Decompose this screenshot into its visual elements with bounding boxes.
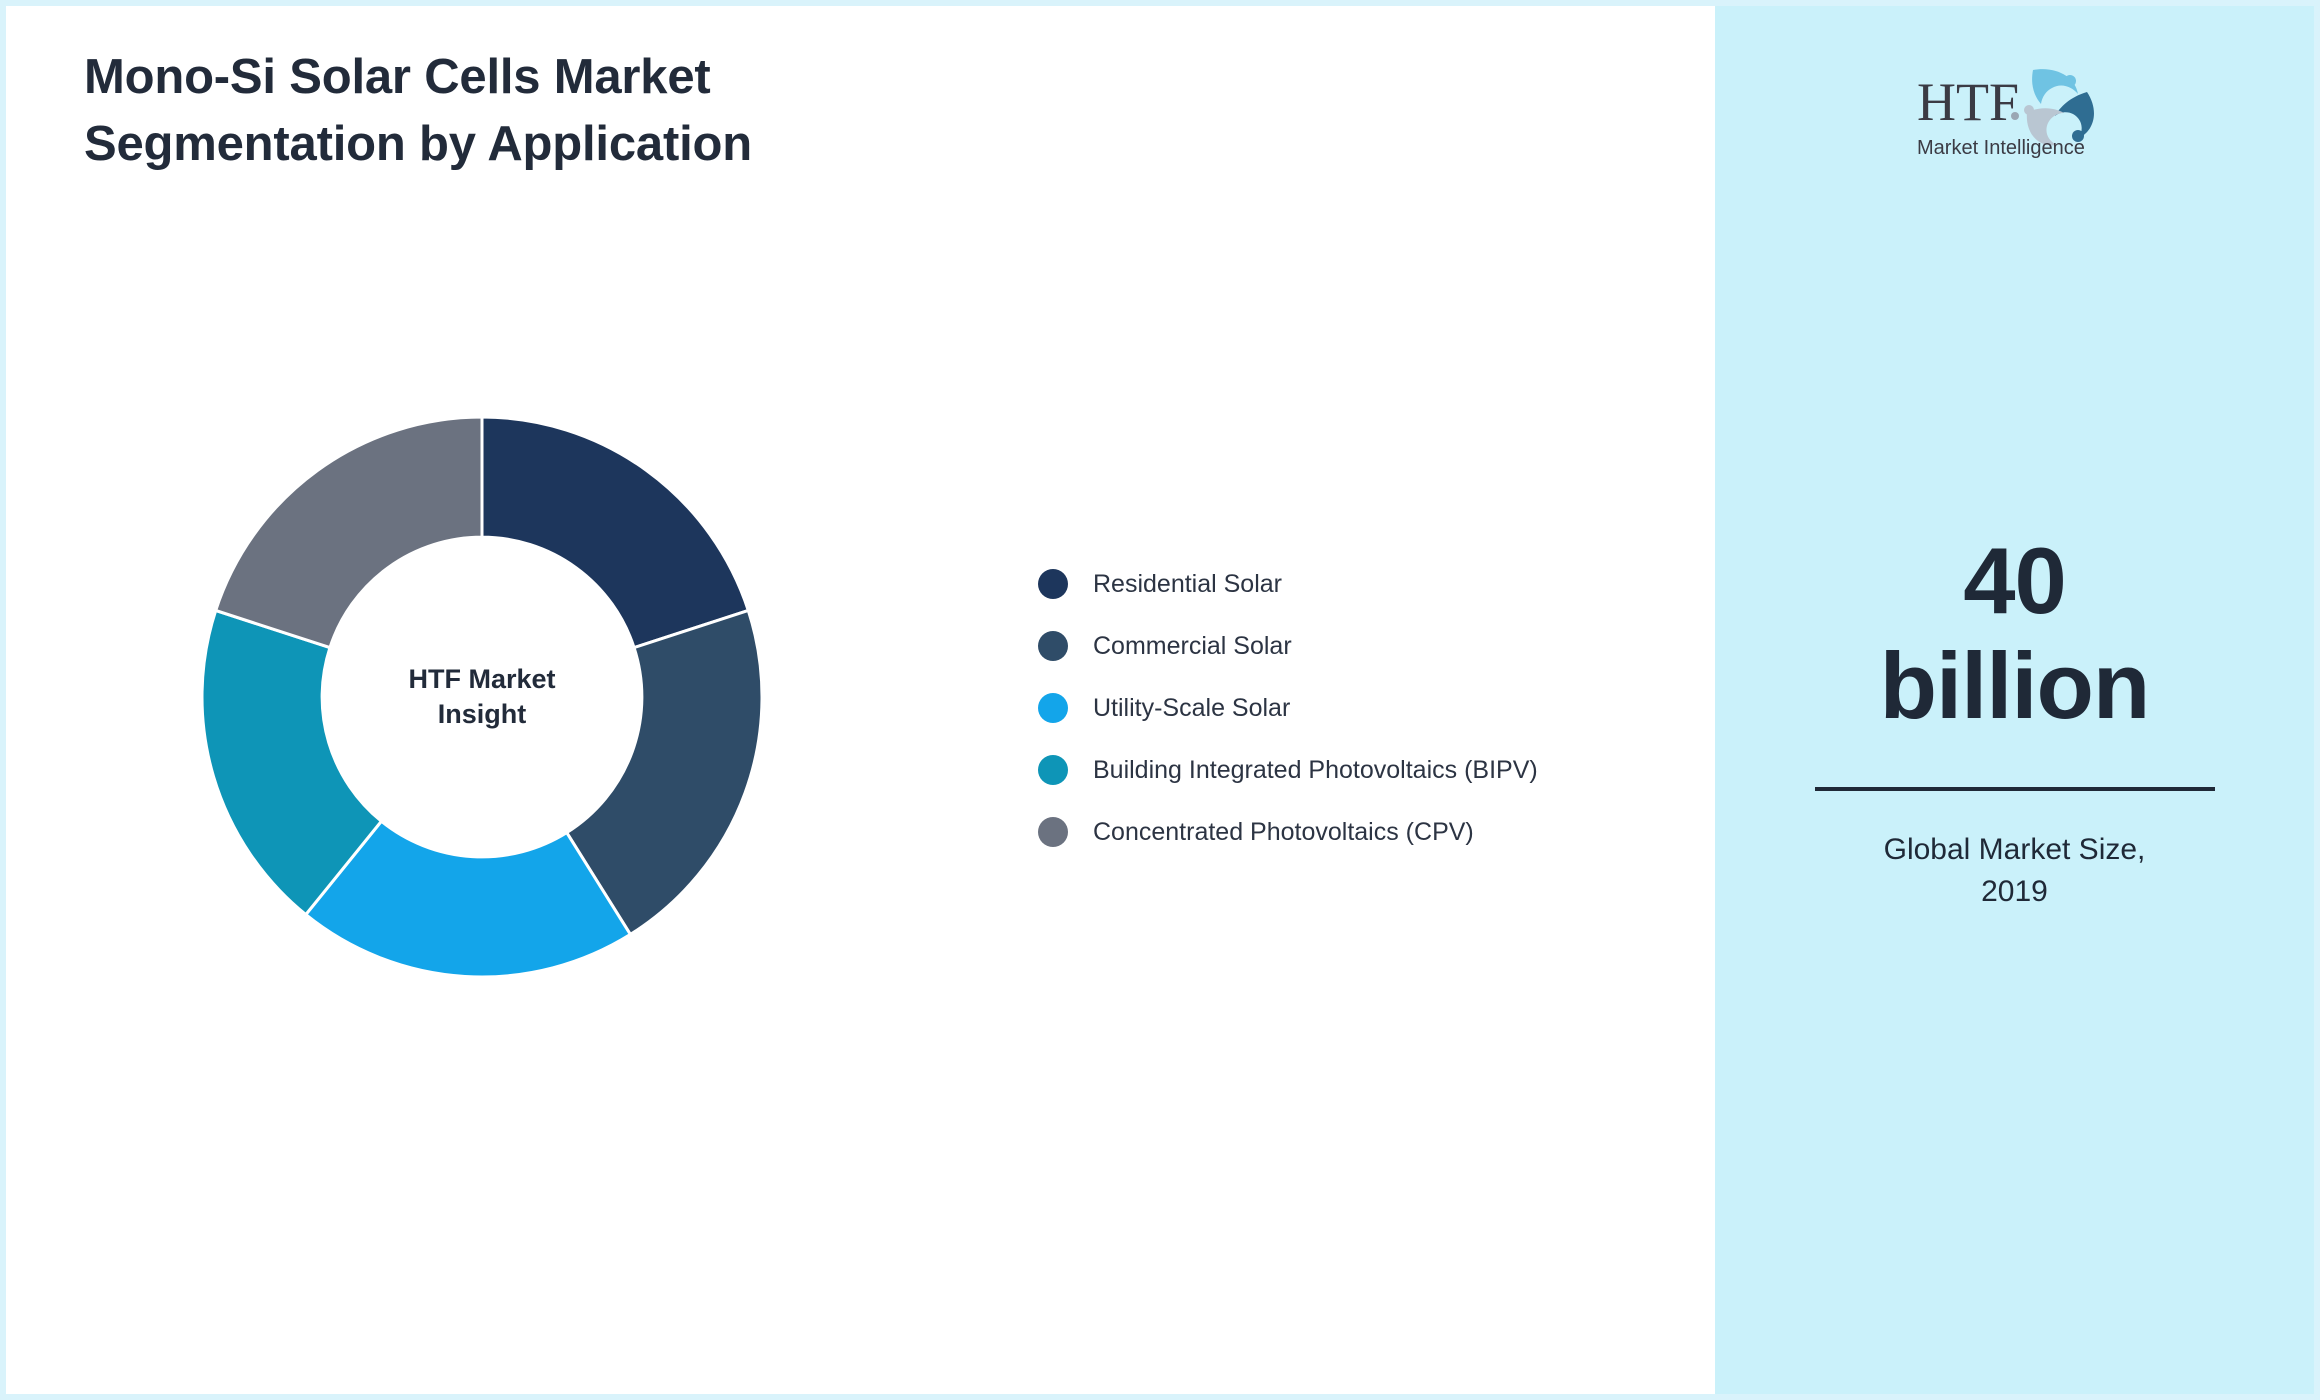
donut-chart: HTF Market Insight (202, 417, 762, 977)
donut-slice[interactable] (303, 819, 633, 977)
legend-item-label: Utility-Scale Solar (1093, 693, 1291, 722)
stat-caption: Global Market Size, 2019 (1715, 829, 2314, 914)
legend-swatch-icon (1038, 755, 1068, 785)
legend-item-label: Concentrated Photovoltaics (CPV) (1093, 817, 1474, 846)
donut-slice[interactable] (564, 608, 762, 937)
logo-dot-icon (2011, 112, 2019, 120)
legend-item-label: Commercial Solar (1093, 631, 1292, 660)
stat-caption-line-1: Global Market Size, (1883, 832, 2146, 866)
page-title: Mono-Si Solar Cells Market Segmentation … (84, 44, 1084, 177)
dolphin-emblem-icon (2024, 69, 2094, 146)
donut-slice[interactable] (213, 417, 484, 650)
stat-divider (1814, 786, 2215, 791)
stat-caption-line-2: 2019 (1981, 875, 2048, 909)
legend-item[interactable]: Utility-Scale Solar (1038, 677, 1678, 739)
legend-item-label: Building Integrated Photovoltaics (BIPV) (1093, 755, 1538, 784)
donut-slice[interactable] (202, 608, 384, 917)
donut-slice-group (202, 417, 762, 977)
page-title-line-2: Segmentation by Application (84, 116, 752, 171)
stat-value-line-1: 40 (1963, 528, 2067, 633)
htf-logo: HTF Market Intelligence (1915, 62, 2115, 172)
legend-item[interactable]: Residential Solar (1038, 553, 1678, 615)
legend-item-label: Residential Solar (1093, 569, 1282, 598)
page-title-line-1: Mono-Si Solar Cells Market (84, 50, 711, 104)
right-stat-panel (1715, 6, 2314, 1394)
htf-wordmark-text: HTF (1917, 72, 2019, 132)
legend-swatch-icon (1038, 569, 1068, 599)
legend-swatch-icon (1038, 693, 1068, 723)
legend-item[interactable]: Building Integrated Photovoltaics (BIPV) (1038, 739, 1678, 801)
market-size-stat: 40 billion Global Market Size, 2019 (1715, 528, 2314, 914)
donut-slice[interactable] (480, 417, 751, 650)
htf-tagline-text: Market Intelligence (1917, 137, 2085, 159)
legend-item[interactable]: Concentrated Photovoltaics (CPV) (1038, 801, 1678, 863)
chart-legend: Residential Solar Commercial Solar Utili… (1038, 553, 1678, 863)
stat-value-line-2: billion (1879, 633, 2151, 739)
donut-chart-svg (202, 417, 762, 977)
legend-swatch-icon (1038, 817, 1068, 847)
legend-swatch-icon (1038, 631, 1068, 661)
legend-item[interactable]: Commercial Solar (1038, 615, 1678, 677)
htf-logo-svg: HTF Market Intelligence (1917, 69, 2094, 159)
